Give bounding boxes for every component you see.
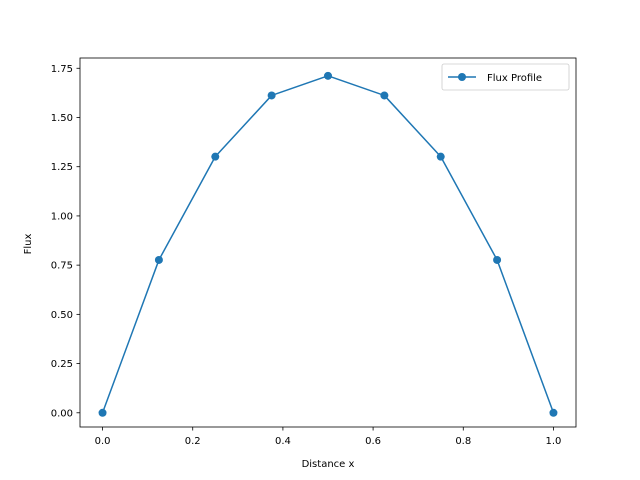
data-point	[324, 71, 332, 80]
y-tick-label: 0.25	[51, 359, 73, 370]
plot-area: 0.0 0.2 0.4 0.6 0.8 1.0 0.00 0.25 0.50 0.75 1.00 1.…	[51, 57, 577, 447]
data-point	[436, 152, 445, 161]
x-tick-label: 0.0	[95, 436, 111, 447]
legend-box	[441, 63, 570, 91]
data-point	[267, 91, 276, 100]
data-point	[98, 408, 107, 417]
y-tick-label: 1.75	[51, 64, 73, 75]
y-tick-label: 0.00	[51, 408, 73, 419]
x-tick-label: 0.8	[455, 436, 471, 447]
y-axis-title: Flux	[23, 234, 34, 255]
data-point	[493, 255, 502, 264]
axes-frame	[79, 57, 577, 428]
data-point	[154, 255, 163, 264]
y-tick-label: 1.00	[51, 211, 73, 222]
x-tick-label: 0.4	[275, 436, 291, 447]
y-tick-label: 0.75	[51, 261, 73, 272]
x-tick-label: 1.0	[546, 436, 562, 447]
legend-label: Flux Profile	[487, 73, 542, 84]
y-tick-label: 0.50	[51, 310, 73, 321]
x-tick-label: 0.6	[365, 436, 381, 447]
data-point	[380, 91, 389, 100]
data-point	[211, 152, 220, 161]
legend-marker	[458, 73, 466, 81]
x-tick-label: 0.2	[185, 436, 201, 447]
data-point	[549, 408, 558, 417]
y-tick-label: 1.50	[51, 113, 73, 124]
x-axis-title: Distance x	[302, 459, 355, 470]
y-tick-label: 1.25	[51, 162, 73, 173]
